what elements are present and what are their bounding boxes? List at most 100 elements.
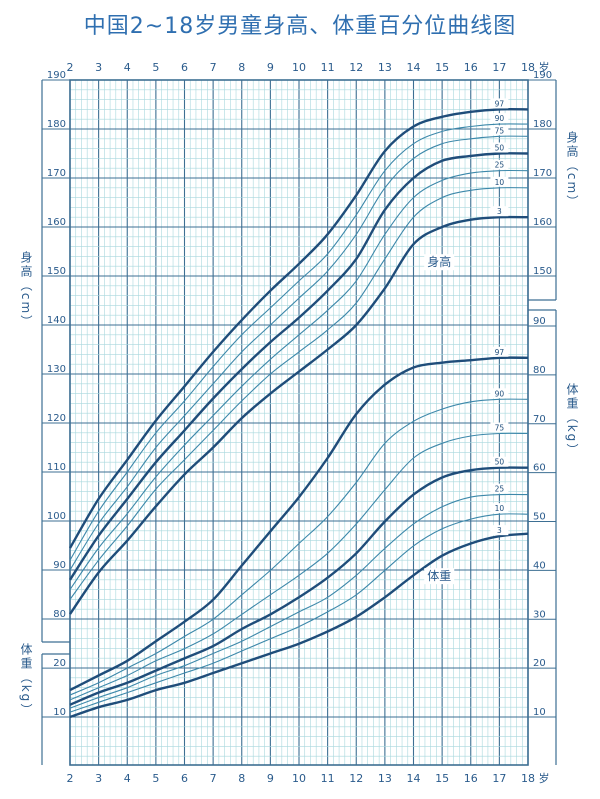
height-curve-label-bg xyxy=(490,142,509,153)
weight-curve-label-bg xyxy=(490,525,509,536)
x-tick-label: 12 xyxy=(349,772,363,785)
height-percentile-label: 10 xyxy=(495,178,505,187)
weight-axis-title-left: 体重（kg） xyxy=(19,642,33,717)
height-curve-p3 xyxy=(69,215,529,615)
height-curve-p25 xyxy=(69,169,529,590)
weight-tick-label-right: 30 xyxy=(533,609,546,620)
weight-percentile-label: 25 xyxy=(495,485,505,494)
weight-curve-p3 xyxy=(69,532,529,719)
x-tick-label: 3 xyxy=(95,61,102,74)
weight-curve-label-bg xyxy=(490,422,509,433)
weight-curve-label-bg xyxy=(490,346,509,357)
x-tick-label: 11 xyxy=(321,61,335,74)
height-tick-label-left: 100 xyxy=(47,511,66,522)
height-tick-label-left: 150 xyxy=(47,266,66,277)
weight-percentile-label: 97 xyxy=(495,348,505,357)
height-tick-label-left: 110 xyxy=(47,462,66,473)
x-tick-label: 16 xyxy=(464,772,478,785)
height-tick-label-right: 150 xyxy=(533,266,552,277)
x-axis-unit: 岁 xyxy=(539,60,550,74)
x-tick-label: 12 xyxy=(349,61,363,74)
height-tick-label-right: 170 xyxy=(533,168,552,179)
height-curve-p75 xyxy=(69,135,529,571)
weight-tick-label-left: 10 xyxy=(53,707,66,718)
x-tick-label: 6 xyxy=(181,772,188,785)
height-percentile-label: 97 xyxy=(495,99,505,108)
height-tick-label-left: 120 xyxy=(47,413,66,424)
x-tick-label: 16 xyxy=(464,61,478,74)
x-tick-label: 6 xyxy=(181,61,188,74)
x-tick-label: 18 xyxy=(521,772,535,785)
height-curve-p90 xyxy=(69,123,529,561)
weight-curve-label-bg xyxy=(490,388,509,399)
height-tick-label-left: 130 xyxy=(47,364,66,375)
height-tick-label-right: 160 xyxy=(533,217,552,228)
weight-curve-label: 体重 xyxy=(427,569,451,583)
weight-curve-label-bg xyxy=(490,503,509,514)
height-tick-label-left: 180 xyxy=(47,119,66,130)
height-curve-label-bg xyxy=(490,113,509,124)
weight-tick-label-right: 40 xyxy=(533,560,546,571)
height-axis-title-left: 身高（cm） xyxy=(19,249,33,329)
x-tick-label: 8 xyxy=(238,772,245,785)
x-tick-label: 10 xyxy=(292,772,306,785)
x-tick-label: 13 xyxy=(378,61,392,74)
height-tick-label-left: 160 xyxy=(47,217,66,228)
height-curve-label-bg xyxy=(490,206,509,217)
weight-tick-label-left: 20 xyxy=(53,658,66,669)
height-percentile-label: 90 xyxy=(495,114,505,123)
x-tick-label: 17 xyxy=(492,772,506,785)
x-tick-label: 17 xyxy=(492,61,506,74)
height-percentile-label: 50 xyxy=(495,144,505,153)
x-tick-label: 5 xyxy=(152,772,159,785)
weight-curve-p90 xyxy=(69,398,529,696)
height-curve-label-bg xyxy=(490,159,509,170)
x-tick-label: 4 xyxy=(124,61,131,74)
x-tick-label: 2 xyxy=(67,61,74,74)
height-curve-p10 xyxy=(69,187,529,600)
height-tick-label-right: 180 xyxy=(533,119,552,130)
height-curve-label-bg xyxy=(424,254,455,271)
axes-frame xyxy=(41,79,557,766)
x-tick-label: 14 xyxy=(407,61,421,74)
x-tick-label: 7 xyxy=(210,772,217,785)
axis-labels: 2 2 3 3 4 4 5 5 6 6 7 7 8 8 9 9 10 10 11 11 12 12 13 13 14 14 15 15… xyxy=(19,60,579,785)
weight-tick-label-right: 70 xyxy=(533,414,546,425)
height-curve-p50 xyxy=(68,152,529,581)
x-tick-label: 5 xyxy=(152,61,159,74)
weight-axis-title-right: 体重（kg） xyxy=(565,382,579,457)
weight-curve-p10 xyxy=(69,513,529,713)
height-curve-label: 身高 xyxy=(427,254,451,269)
weight-curve-p97 xyxy=(69,356,529,692)
height-percentile-label: 75 xyxy=(495,126,505,135)
x-tick-label: 15 xyxy=(435,772,449,785)
weight-percentile-label: 10 xyxy=(495,504,505,513)
height-percentile-label: 25 xyxy=(495,161,505,170)
chart-title: 中国2~18岁男童身高、体重百分位曲线图 xyxy=(83,14,517,39)
height-tick-label-left: 140 xyxy=(47,315,66,326)
weight-curve-p75 xyxy=(69,432,529,701)
x-tick-label: 10 xyxy=(292,61,306,74)
weight-curve-p25 xyxy=(69,493,529,709)
x-tick-label: 9 xyxy=(267,772,274,785)
height-curve-label-bg xyxy=(490,176,509,187)
x-tick-label: 8 xyxy=(238,61,245,74)
height-tick-label-left: 190 xyxy=(47,70,66,81)
x-tick-label: 18 xyxy=(521,61,535,74)
weight-curve-label-bg xyxy=(424,568,455,585)
weight-tick-label-right: 60 xyxy=(533,463,546,474)
x-tick-label: 13 xyxy=(378,772,392,785)
x-tick-label: 7 xyxy=(210,61,217,74)
height-curve-label-bg xyxy=(490,125,509,136)
height-axis-title-right: 身高（cm） xyxy=(565,129,579,209)
weight-tick-label-right: 20 xyxy=(533,658,546,669)
x-tick-label: 4 xyxy=(124,772,131,785)
height-tick-label-right: 190 xyxy=(533,70,552,81)
weight-curve-label-bg xyxy=(490,483,509,494)
weight-curve-label-bg xyxy=(490,456,509,467)
height-tick-label-left: 170 xyxy=(47,168,66,179)
weight-percentile-label: 90 xyxy=(495,389,505,398)
weight-curve-p50 xyxy=(69,466,529,706)
weight-tick-label-right: 80 xyxy=(533,365,546,376)
